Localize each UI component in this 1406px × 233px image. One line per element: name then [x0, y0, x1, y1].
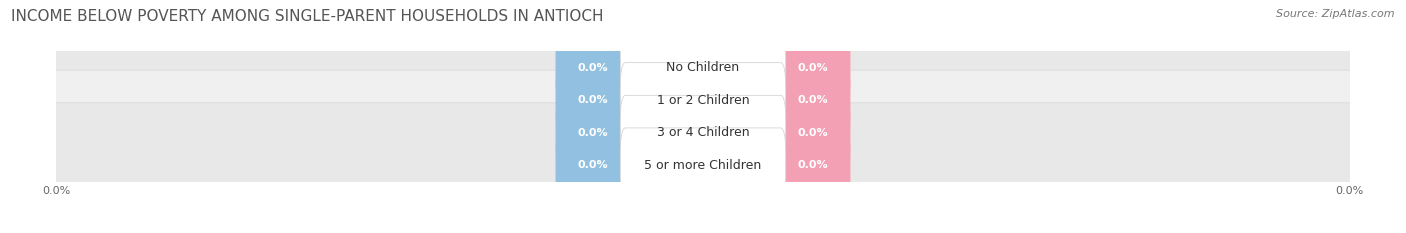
- FancyBboxPatch shape: [776, 30, 851, 105]
- Text: 5 or more Children: 5 or more Children: [644, 159, 762, 172]
- FancyBboxPatch shape: [620, 63, 786, 138]
- Text: 0.0%: 0.0%: [578, 161, 609, 170]
- FancyBboxPatch shape: [555, 128, 630, 203]
- Text: 0.0%: 0.0%: [578, 128, 609, 138]
- FancyBboxPatch shape: [620, 128, 786, 203]
- Text: 0.0%: 0.0%: [797, 128, 828, 138]
- Text: 0.0%: 0.0%: [797, 161, 828, 170]
- Text: INCOME BELOW POVERTY AMONG SINGLE-PARENT HOUSEHOLDS IN ANTIOCH: INCOME BELOW POVERTY AMONG SINGLE-PARENT…: [11, 9, 603, 24]
- FancyBboxPatch shape: [46, 103, 1360, 228]
- FancyBboxPatch shape: [620, 95, 786, 170]
- Text: 1 or 2 Children: 1 or 2 Children: [657, 94, 749, 107]
- Text: 0.0%: 0.0%: [797, 95, 828, 105]
- FancyBboxPatch shape: [776, 128, 851, 203]
- Text: 0.0%: 0.0%: [797, 63, 828, 72]
- FancyBboxPatch shape: [620, 30, 786, 105]
- Text: 3 or 4 Children: 3 or 4 Children: [657, 126, 749, 139]
- Text: Source: ZipAtlas.com: Source: ZipAtlas.com: [1277, 9, 1395, 19]
- FancyBboxPatch shape: [555, 95, 630, 170]
- FancyBboxPatch shape: [555, 30, 630, 105]
- FancyBboxPatch shape: [46, 70, 1360, 195]
- Text: No Children: No Children: [666, 61, 740, 74]
- FancyBboxPatch shape: [776, 63, 851, 138]
- Text: 0.0%: 0.0%: [578, 63, 609, 72]
- FancyBboxPatch shape: [776, 95, 851, 170]
- FancyBboxPatch shape: [46, 38, 1360, 163]
- Text: 0.0%: 0.0%: [578, 95, 609, 105]
- FancyBboxPatch shape: [555, 63, 630, 138]
- FancyBboxPatch shape: [46, 5, 1360, 130]
